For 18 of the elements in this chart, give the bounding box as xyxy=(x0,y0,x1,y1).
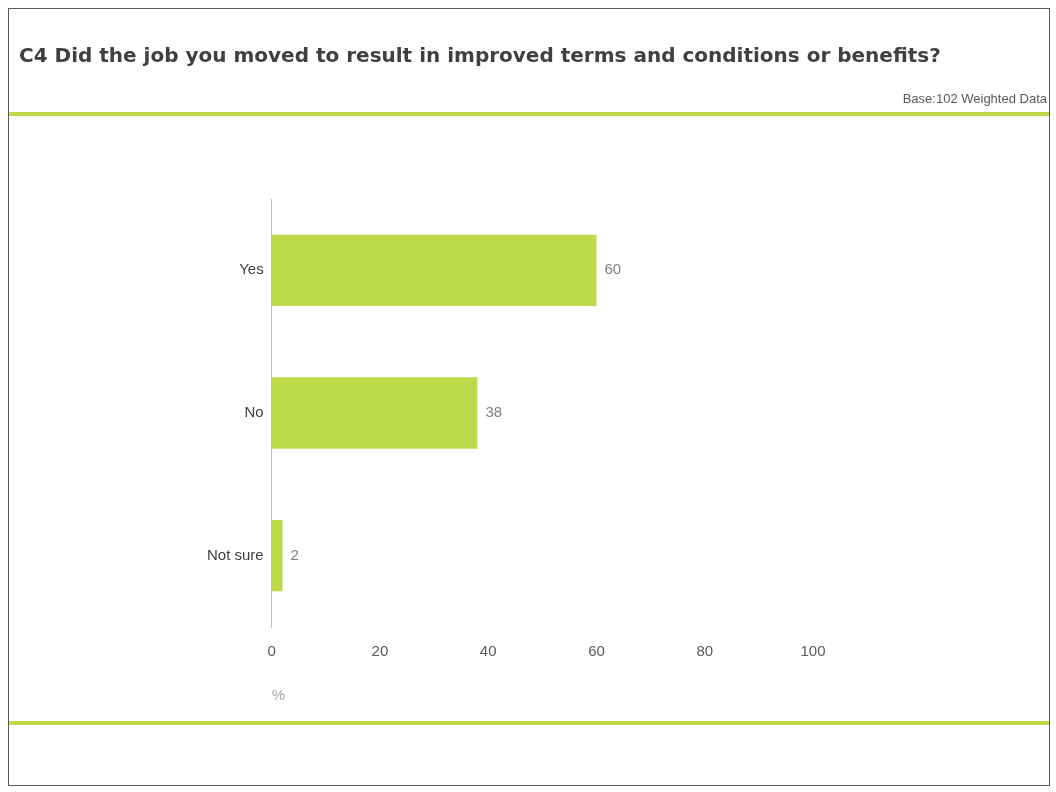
x-tick-label: 100 xyxy=(800,642,826,660)
bar xyxy=(271,234,597,306)
x-axis-title: % xyxy=(271,686,286,704)
bar xyxy=(271,520,283,592)
chart-title: C4 Did the job you moved to result in improved terms and conditions or benefits? xyxy=(19,43,941,67)
text: Base:102 Weighted Data xyxy=(902,91,1047,106)
x-tick-label: 20 xyxy=(371,642,389,660)
x-tick-label: 80 xyxy=(696,642,714,660)
x-tick-label: 0 xyxy=(267,642,276,660)
y-tick-label: Not sure xyxy=(206,545,264,563)
x-tick-label: 40 xyxy=(479,642,497,660)
bar xyxy=(271,377,478,449)
data-label: 60 xyxy=(604,260,622,278)
y-tick-label: Yes xyxy=(239,260,264,278)
data-label: 38 xyxy=(485,403,503,421)
data-label: 2 xyxy=(290,545,299,563)
x-tick-label: 60 xyxy=(588,642,605,660)
y-tick-label: No xyxy=(244,403,264,421)
